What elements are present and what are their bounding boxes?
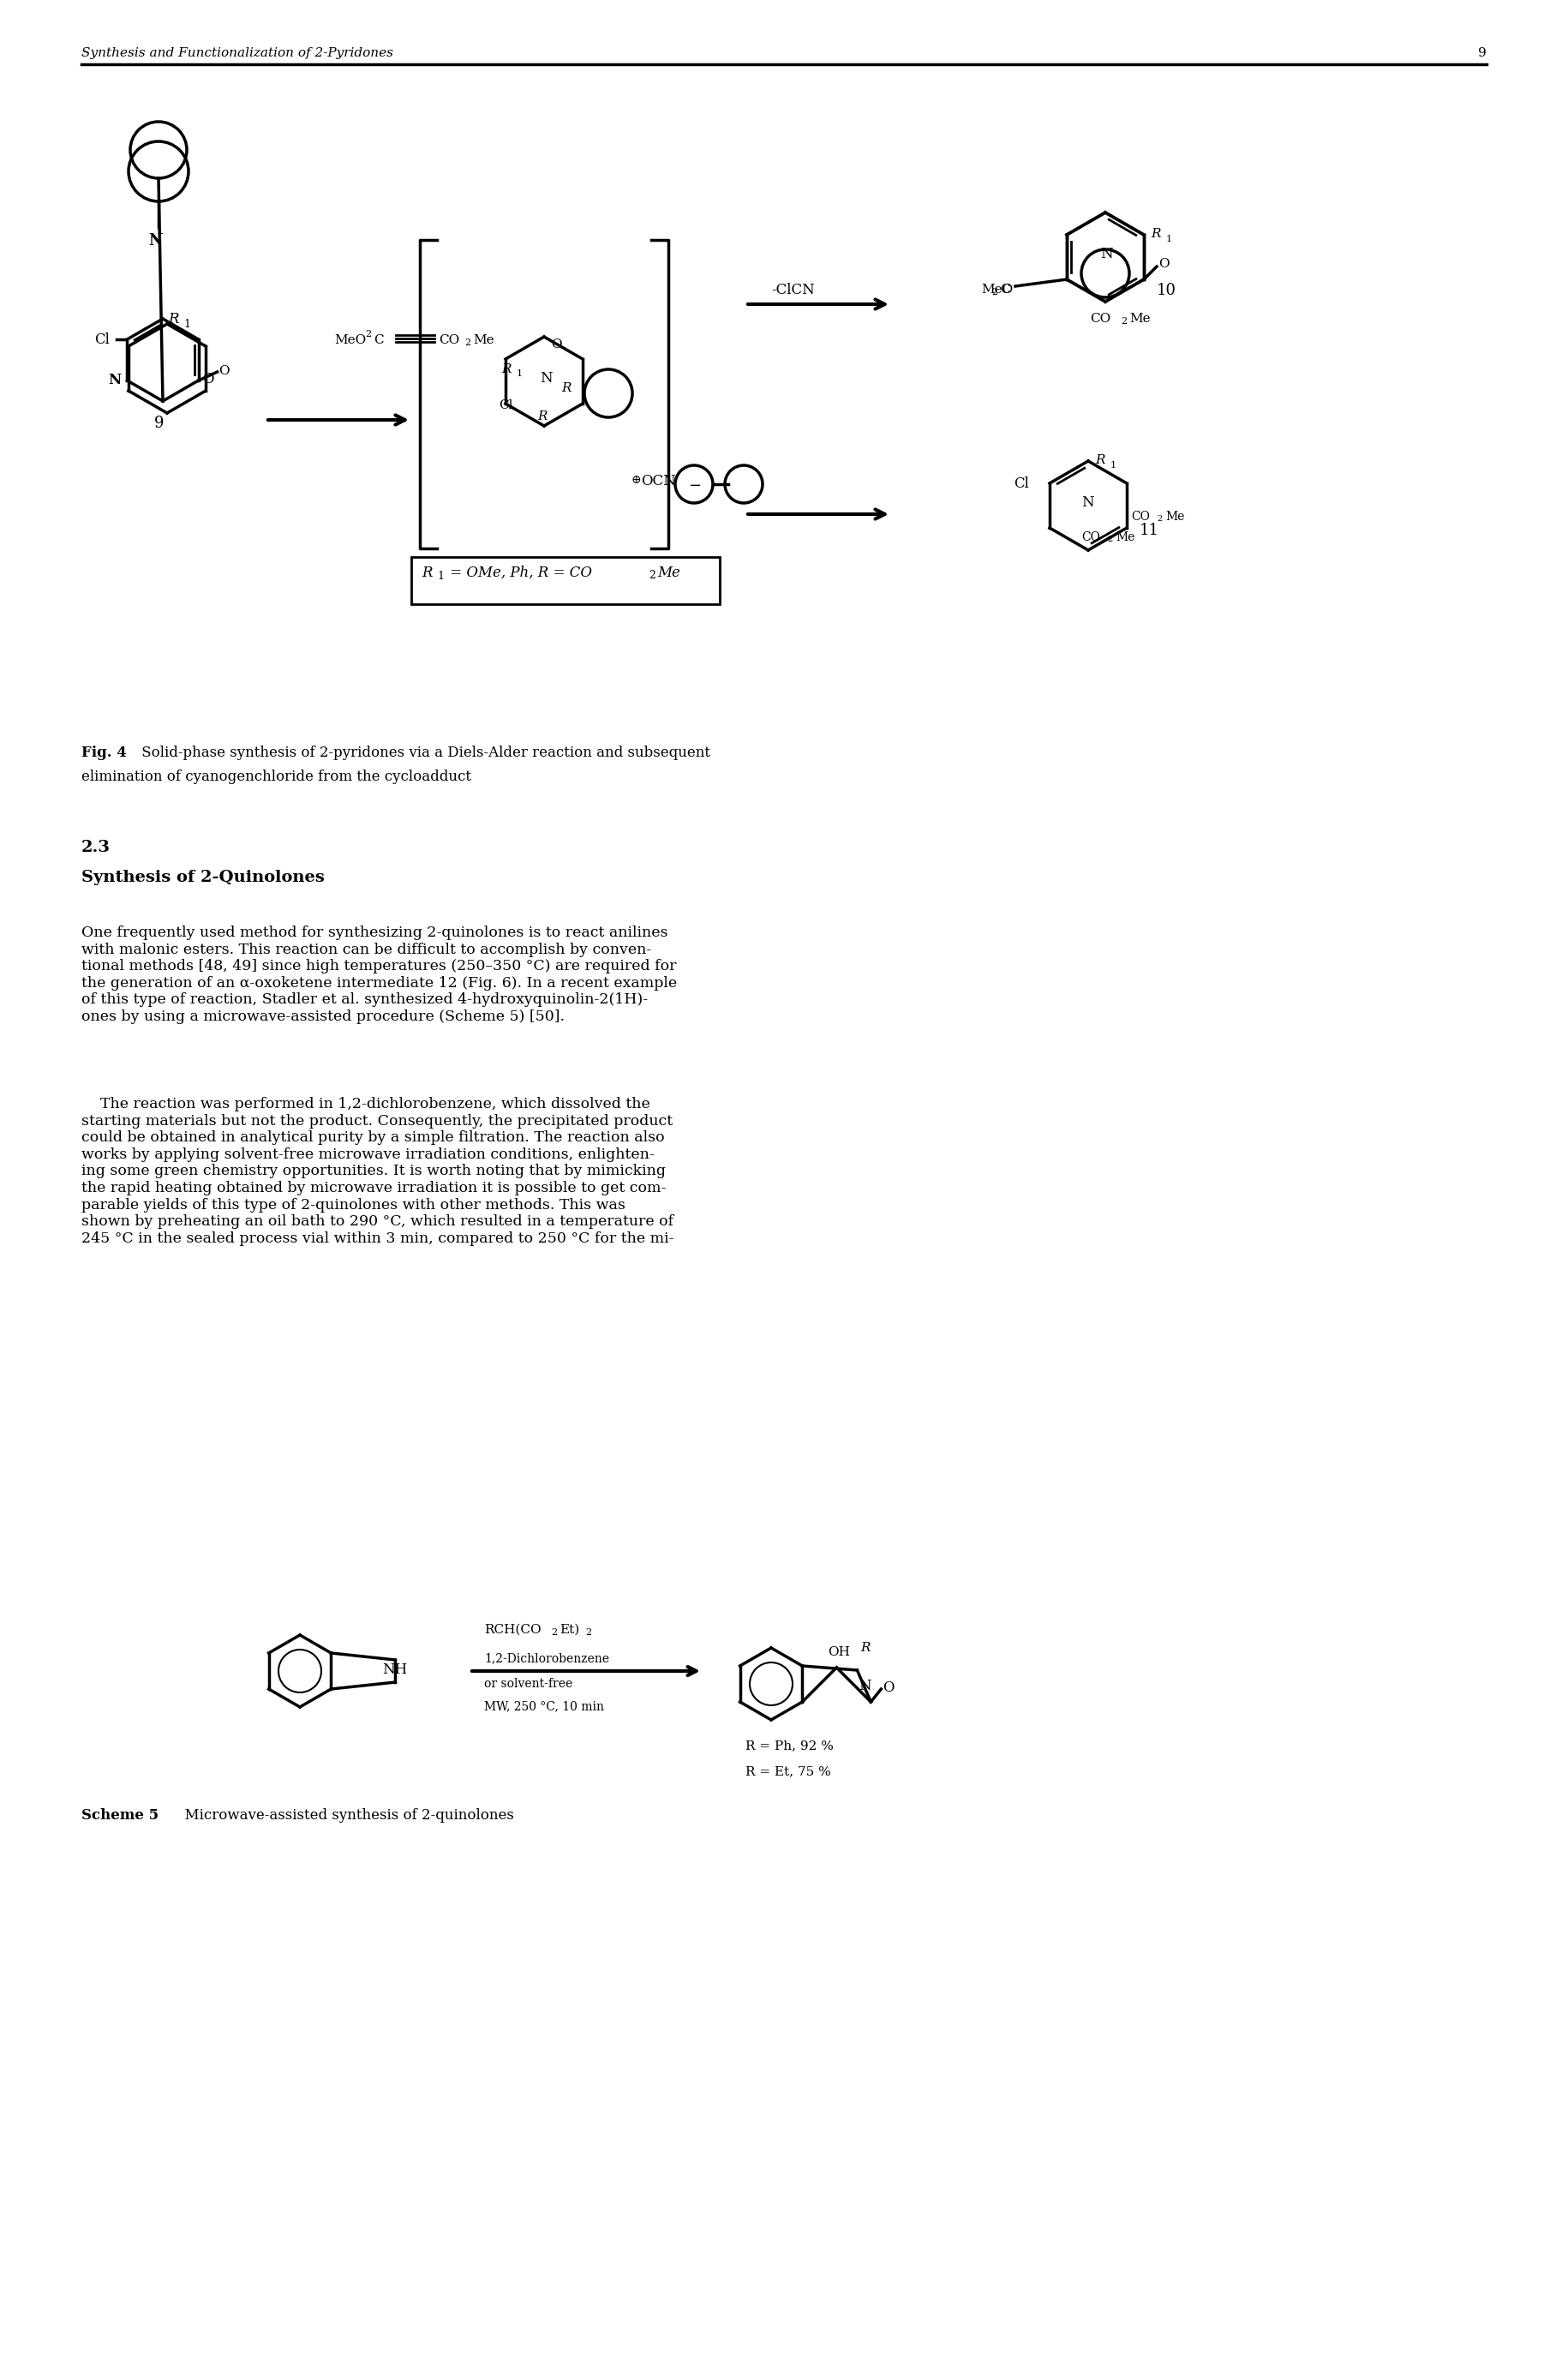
Text: 10: 10 xyxy=(1157,283,1176,297)
Text: Me: Me xyxy=(1165,511,1184,523)
Text: O: O xyxy=(550,338,561,350)
Text: ⊕: ⊕ xyxy=(632,473,641,485)
Text: Synthesis of 2-Quinolones: Synthesis of 2-Quinolones xyxy=(82,870,325,885)
Text: 1: 1 xyxy=(516,369,522,378)
Text: = OMe, Ph, R = CO: = OMe, Ph, R = CO xyxy=(445,566,593,580)
Text: CO: CO xyxy=(1131,511,1149,523)
Text: or solvent-free: or solvent-free xyxy=(485,1679,572,1691)
Text: 2: 2 xyxy=(1107,535,1112,542)
Text: R: R xyxy=(168,312,179,326)
Text: O: O xyxy=(220,366,230,378)
Text: C: C xyxy=(373,335,384,347)
Text: Synthesis and Functionalization of 2-Pyridones: Synthesis and Functionalization of 2-Pyr… xyxy=(82,48,394,59)
Text: 1: 1 xyxy=(183,319,190,331)
Text: RCH(CO: RCH(CO xyxy=(485,1624,541,1636)
Text: R: R xyxy=(561,383,571,395)
Text: One frequently used method for synthesizing 2-quinolones is to react anilines
wi: One frequently used method for synthesiz… xyxy=(82,925,677,1025)
Text: CO: CO xyxy=(439,335,459,347)
Text: R: R xyxy=(538,411,547,423)
Text: OH: OH xyxy=(828,1646,850,1657)
Text: Me: Me xyxy=(657,566,681,580)
Text: R: R xyxy=(1151,228,1160,240)
Text: Scheme 5: Scheme 5 xyxy=(82,1807,158,1822)
Text: elimination of cyanogenchloride from the cycloadduct: elimination of cyanogenchloride from the… xyxy=(82,770,472,785)
Text: N: N xyxy=(108,373,121,388)
Text: N: N xyxy=(1101,247,1113,262)
Text: 2: 2 xyxy=(649,571,655,580)
Text: O: O xyxy=(883,1681,894,1696)
Text: 1: 1 xyxy=(437,571,444,583)
Text: 2: 2 xyxy=(550,1629,557,1636)
Text: 1,2-Dichlorobenzene: 1,2-Dichlorobenzene xyxy=(485,1653,610,1665)
Text: 2: 2 xyxy=(464,338,470,347)
Text: N: N xyxy=(859,1679,872,1693)
Text: Me: Me xyxy=(474,335,494,347)
Text: 1: 1 xyxy=(1167,235,1173,243)
Text: R: R xyxy=(422,566,433,580)
Text: 1: 1 xyxy=(1110,461,1116,468)
Text: 2: 2 xyxy=(991,288,997,297)
Text: NH: NH xyxy=(383,1662,408,1676)
Text: 2: 2 xyxy=(365,331,372,338)
Text: 2: 2 xyxy=(1157,516,1162,523)
Text: C: C xyxy=(1000,283,1010,295)
Text: Cl: Cl xyxy=(94,333,110,347)
Text: Microwave-assisted synthesis of 2-quinolones: Microwave-assisted synthesis of 2-quinol… xyxy=(176,1807,514,1822)
Text: O: O xyxy=(202,371,215,388)
Text: MeO: MeO xyxy=(982,283,1013,295)
Text: N: N xyxy=(149,233,163,250)
Text: Me: Me xyxy=(1129,314,1151,326)
Text: O: O xyxy=(1159,257,1170,271)
Text: 9: 9 xyxy=(1479,48,1486,59)
Text: MW, 250 °C, 10 min: MW, 250 °C, 10 min xyxy=(485,1700,604,1712)
Text: Cl: Cl xyxy=(499,400,513,411)
Text: Me: Me xyxy=(1115,530,1135,542)
Text: R: R xyxy=(1094,454,1105,466)
Text: CO: CO xyxy=(1082,530,1101,542)
Text: Fig. 4: Fig. 4 xyxy=(82,747,127,761)
Text: N: N xyxy=(539,371,552,385)
Text: 9: 9 xyxy=(154,416,165,430)
Text: Et): Et) xyxy=(560,1624,580,1636)
Text: −: − xyxy=(688,478,701,495)
Text: Cl: Cl xyxy=(1013,476,1029,490)
Text: 2: 2 xyxy=(585,1629,591,1636)
Text: OCN: OCN xyxy=(641,473,676,487)
Text: MeO: MeO xyxy=(334,335,365,347)
Text: The reaction was performed in 1,2-dichlorobenzene, which dissolved the
starting : The reaction was performed in 1,2-dichlo… xyxy=(82,1096,674,1246)
Text: -ClCN: -ClCN xyxy=(771,283,815,297)
Bar xyxy=(411,556,720,604)
Text: Solid-phase synthesis of 2-pyridones via a Diels-Alder reaction and subsequent: Solid-phase synthesis of 2-pyridones via… xyxy=(136,747,710,761)
Text: CO: CO xyxy=(1090,314,1110,326)
Text: N: N xyxy=(1082,495,1094,509)
Text: R: R xyxy=(502,364,511,376)
Text: 2: 2 xyxy=(1121,316,1127,326)
Text: 11: 11 xyxy=(1140,523,1159,537)
Text: R = Ph, 92 %: R = Ph, 92 % xyxy=(745,1741,834,1753)
Text: R = Et, 75 %: R = Et, 75 % xyxy=(745,1764,831,1776)
Text: 2.3: 2.3 xyxy=(82,839,110,856)
Text: R: R xyxy=(861,1641,870,1653)
